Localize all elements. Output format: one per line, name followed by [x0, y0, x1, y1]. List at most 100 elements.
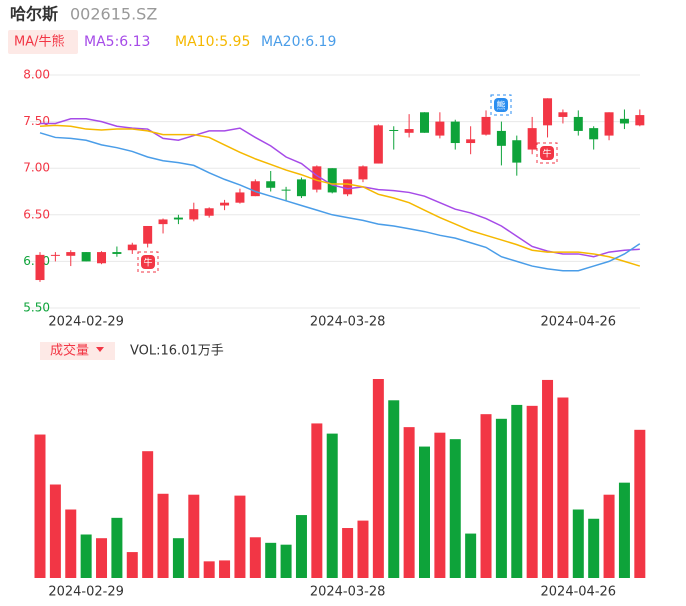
volume-bar — [280, 544, 292, 578]
signal-frame — [536, 142, 558, 164]
volume-bar — [572, 509, 584, 578]
volume-bar — [603, 494, 615, 578]
candle-body — [235, 192, 245, 203]
candle-body — [81, 252, 91, 262]
volume-bar — [80, 534, 92, 578]
candle-body — [204, 208, 214, 216]
volume-bar — [357, 520, 369, 578]
candle-body — [543, 98, 553, 126]
volume-tab-label[interactable]: 成交量 — [50, 343, 89, 359]
signal-badge — [540, 146, 554, 160]
y-tick-label: 7.00 — [23, 161, 50, 175]
candle-body — [327, 168, 337, 193]
volume-bar — [634, 429, 646, 578]
volume-bar — [295, 515, 307, 578]
candle-body — [312, 166, 322, 190]
candle-body — [619, 118, 629, 124]
stock-name: 哈尔斯 — [10, 5, 58, 24]
candle-body — [558, 112, 568, 117]
signal-frame — [137, 251, 159, 273]
candle-body — [420, 112, 429, 133]
candle-body — [435, 121, 445, 136]
candle-body — [373, 125, 383, 164]
stock-code: 002615.SZ — [70, 5, 157, 24]
y-tick-label: 5.50 — [23, 301, 50, 315]
volume-bar — [542, 379, 554, 578]
volume-bar — [188, 494, 200, 578]
signal-badge — [141, 255, 155, 269]
legend-tab-label[interactable]: MA/牛熊 — [14, 34, 65, 50]
volume-bar — [372, 379, 384, 578]
candle-body — [158, 219, 168, 225]
volume-bar — [49, 484, 61, 578]
candle-body — [189, 209, 199, 220]
candle-body — [389, 129, 399, 131]
volume-bar — [588, 518, 600, 578]
volume-bar — [557, 397, 569, 578]
volume-bar — [495, 418, 507, 578]
volume-bar — [311, 423, 323, 578]
candle-body — [281, 189, 291, 191]
legend-entry: MA5:6.13 — [84, 34, 150, 50]
volume-bar — [618, 482, 630, 578]
ma-line — [40, 118, 640, 258]
candle-body — [404, 129, 414, 133]
candle-body — [589, 128, 599, 140]
volume-bar — [126, 552, 138, 578]
candle-body — [296, 179, 306, 197]
volume-bar — [265, 542, 277, 578]
signal-badge — [494, 98, 508, 112]
legend-tab[interactable] — [8, 30, 78, 54]
candle-body — [635, 115, 645, 126]
volume-tab[interactable] — [40, 342, 115, 360]
x-tick-label: 2024-03-28 — [310, 585, 386, 600]
candle-body — [343, 179, 353, 195]
candle-body — [112, 252, 122, 254]
candle-body — [266, 181, 276, 188]
legend-entry: MA20:6.19 — [261, 34, 336, 50]
volume-bar — [434, 432, 446, 578]
candle-body — [573, 116, 583, 131]
signal-frame — [490, 94, 512, 116]
candle-body — [512, 140, 522, 163]
candle-body — [35, 254, 45, 281]
volume-bar — [34, 434, 46, 578]
signal-label: 牛 — [542, 148, 551, 160]
x-tick-label: 2024-04-26 — [541, 585, 617, 600]
volume-bar — [388, 400, 400, 578]
volume-bar — [449, 439, 461, 578]
y-tick-label: 8.00 — [23, 68, 50, 82]
dropdown-icon — [96, 347, 104, 352]
volume-bar — [465, 533, 477, 578]
volume-bar — [65, 509, 77, 578]
legend-entry: MA10:5.95 — [175, 34, 250, 50]
volume-bar — [111, 517, 123, 578]
volume-bar — [480, 414, 492, 578]
ma-line — [39, 124, 641, 267]
candle-body — [127, 244, 137, 251]
y-tick-label: 6.50 — [23, 207, 50, 221]
candle-body — [496, 130, 506, 146]
volume-bar — [203, 561, 215, 578]
candle-body — [97, 252, 107, 264]
candle-body — [481, 116, 491, 135]
signal-label: 熊 — [496, 100, 505, 112]
candle-body — [66, 252, 76, 256]
y-tick-label: 7.50 — [23, 114, 50, 128]
candle-body — [358, 166, 368, 180]
candle-body — [250, 181, 260, 197]
candle-body — [604, 112, 614, 136]
volume-value: VOL:16.01万手 — [130, 344, 224, 359]
volume-bar — [96, 538, 108, 578]
candle-body — [50, 254, 60, 256]
x-tick-label: 2024-02-29 — [48, 315, 124, 330]
candle-body — [527, 128, 537, 150]
volume-bar — [342, 528, 354, 578]
x-tick-label: 2024-04-26 — [541, 315, 617, 330]
candle-body — [173, 217, 183, 220]
candle-body — [143, 225, 153, 244]
candle-body — [450, 121, 460, 144]
volume-bar — [511, 404, 523, 578]
x-tick-label: 2024-03-28 — [310, 315, 386, 330]
